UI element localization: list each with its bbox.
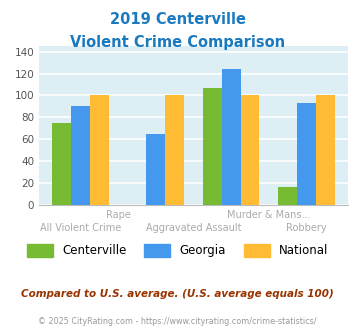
Text: Violent Crime Comparison: Violent Crime Comparison bbox=[70, 35, 285, 50]
Bar bbox=[316, 95, 335, 205]
Bar bbox=[52, 123, 71, 205]
Bar bbox=[297, 103, 316, 205]
Bar bbox=[278, 187, 297, 205]
Bar bbox=[146, 134, 165, 205]
Text: Murder & Mans...: Murder & Mans... bbox=[227, 210, 311, 220]
Text: Robbery: Robbery bbox=[286, 223, 327, 233]
Bar bbox=[222, 69, 241, 205]
Legend: Centerville, Georgia, National: Centerville, Georgia, National bbox=[22, 239, 333, 262]
Bar bbox=[165, 95, 184, 205]
Text: Rape: Rape bbox=[106, 210, 131, 220]
Text: Aggravated Assault: Aggravated Assault bbox=[146, 223, 241, 233]
Text: 2019 Centerville: 2019 Centerville bbox=[109, 12, 246, 26]
Bar bbox=[71, 106, 90, 205]
Text: Compared to U.S. average. (U.S. average equals 100): Compared to U.S. average. (U.S. average … bbox=[21, 289, 334, 299]
Bar bbox=[241, 95, 260, 205]
Bar bbox=[90, 95, 109, 205]
Bar bbox=[203, 88, 222, 205]
Text: All Violent Crime: All Violent Crime bbox=[40, 223, 121, 233]
Text: © 2025 CityRating.com - https://www.cityrating.com/crime-statistics/: © 2025 CityRating.com - https://www.city… bbox=[38, 317, 317, 326]
